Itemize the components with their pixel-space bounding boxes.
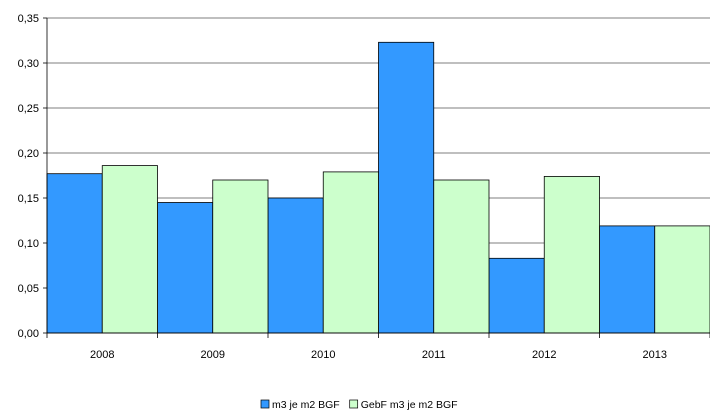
y-tick-labels: 0,00 0,05 0,10 0,15 0,20 0,25 0,30 0,35 xyxy=(18,13,39,340)
y-tick-label: 0,00 xyxy=(18,328,39,340)
x-tick-label: 2012 xyxy=(532,349,556,361)
bars xyxy=(46,41,710,334)
bar-gebf-m3-je-m2-bgf-2009 xyxy=(212,179,269,334)
bar-m3-je-m2-bgf-2010 xyxy=(267,197,324,334)
y-tick-label: 0,35 xyxy=(18,13,39,25)
legend: m3 je m2 BGF GebF m3 je m2 BGF xyxy=(260,399,458,411)
y-tick-label: 0,10 xyxy=(18,238,39,250)
x-tick-label: 2011 xyxy=(422,349,446,361)
x-tick-labels: 2008 2009 2010 2011 2012 2013 xyxy=(90,349,667,361)
bar-m3-je-m2-bgf-2013 xyxy=(599,225,656,334)
bar-m3-je-m2-bgf-2011 xyxy=(378,41,435,334)
legend-swatch xyxy=(260,399,270,409)
bar-m3-je-m2-bgf-2009 xyxy=(157,202,214,334)
x-tick-label: 2013 xyxy=(643,349,667,361)
x-tick-label: 2010 xyxy=(311,349,335,361)
y-tick-label: 0,25 xyxy=(18,103,39,115)
legend-label: m3 je m2 BGF xyxy=(272,399,340,411)
bar-gebf-m3-je-m2-bgf-2012 xyxy=(543,175,600,334)
y-tick-label: 0,15 xyxy=(18,193,39,205)
y-tick-label: 0,05 xyxy=(18,283,39,295)
bar-gebf-m3-je-m2-bgf-2010 xyxy=(322,171,379,334)
x-tick-label: 2009 xyxy=(201,349,225,361)
axes xyxy=(43,17,710,338)
legend-label: GebF m3 je m2 BGF xyxy=(361,399,458,411)
legend-swatch xyxy=(349,399,359,409)
bar-gebf-m3-je-m2-bgf-2013 xyxy=(654,225,710,334)
y-tick-label: 0,20 xyxy=(18,148,39,160)
bar-gebf-m3-je-m2-bgf-2008 xyxy=(101,165,158,334)
y-tick-label: 0,30 xyxy=(18,58,39,70)
bar-m3-je-m2-bgf-2012 xyxy=(488,257,545,334)
bar-m3-je-m2-bgf-2008 xyxy=(46,173,103,334)
x-tick-label: 2008 xyxy=(90,349,114,361)
bar-gebf-m3-je-m2-bgf-2011 xyxy=(433,179,490,334)
